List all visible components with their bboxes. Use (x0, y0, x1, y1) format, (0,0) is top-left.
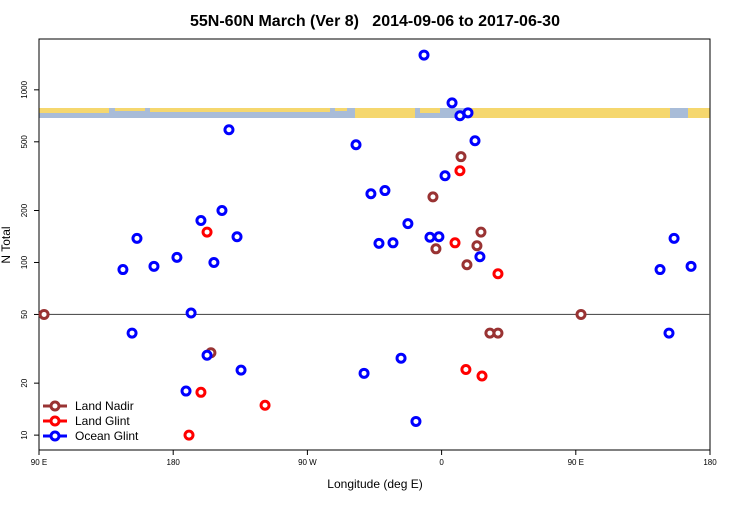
point (469, 135, 481, 147)
point (427, 191, 439, 203)
y-tick-label: 50 (20, 309, 29, 318)
point (180, 385, 192, 397)
x-tick-label: 90 W (298, 458, 317, 467)
point (216, 205, 228, 217)
point (131, 232, 143, 244)
point (449, 237, 461, 249)
point (171, 251, 183, 263)
legend-label: Land Glint (75, 414, 130, 428)
y-tick-label: 100 (20, 255, 29, 269)
y-tick-label: 200 (20, 203, 29, 217)
point (460, 363, 472, 375)
point (668, 232, 680, 244)
legend-marker (49, 400, 61, 412)
map-strip (39, 108, 710, 118)
x-tick-label: 90 E (31, 458, 47, 467)
y-tick-label: 1000 (20, 80, 29, 98)
point (185, 307, 197, 319)
point (462, 107, 474, 119)
point (259, 399, 271, 411)
point (430, 243, 442, 255)
point (379, 185, 391, 197)
x-tick-label: 180 (703, 458, 717, 467)
point (685, 260, 697, 272)
plot-frame (38, 38, 711, 451)
point (201, 349, 213, 361)
point (148, 260, 160, 272)
x-tick-label: 180 (167, 458, 181, 467)
point (117, 264, 129, 276)
point (471, 240, 483, 252)
point (663, 327, 675, 339)
point (126, 327, 138, 339)
point (418, 49, 430, 61)
point (201, 226, 213, 238)
y-tick-label: 500 (20, 135, 29, 149)
point (492, 327, 504, 339)
point (654, 264, 666, 276)
point (439, 170, 451, 182)
point (402, 218, 414, 230)
point (373, 237, 385, 249)
point (387, 237, 399, 249)
legend-marker (49, 415, 61, 427)
legend-label: Ocean Glint (75, 429, 139, 443)
point (231, 231, 243, 243)
x-axis-label: Longitude (deg E) (327, 477, 422, 491)
point (446, 97, 458, 109)
y-tick-label: 10 (20, 430, 29, 439)
legend-label: Land Nadir (75, 399, 134, 413)
legend-marker (49, 430, 61, 442)
x-tick-label: 90 E (568, 458, 584, 467)
point (208, 256, 220, 268)
chart-title: 55N-60N March (Ver 8) 2014-09-06 to 2017… (190, 13, 560, 30)
point (223, 124, 235, 136)
x-tick-label: 0 (439, 458, 444, 467)
point (433, 231, 445, 243)
point (395, 352, 407, 364)
point (410, 415, 422, 427)
point (575, 308, 587, 320)
point (358, 367, 370, 379)
point (455, 151, 467, 163)
point (454, 165, 466, 177)
point (38, 308, 50, 320)
point (365, 188, 377, 200)
y-axis-label: N Total (0, 226, 13, 263)
point (476, 370, 488, 382)
point (195, 215, 207, 227)
point (183, 429, 195, 441)
point (474, 251, 486, 263)
point (492, 268, 504, 280)
y-tick-label: 20 (20, 378, 29, 387)
point (424, 231, 436, 243)
point (475, 226, 487, 238)
point (350, 139, 362, 151)
point (461, 259, 473, 271)
point (195, 386, 207, 398)
point (235, 364, 247, 376)
